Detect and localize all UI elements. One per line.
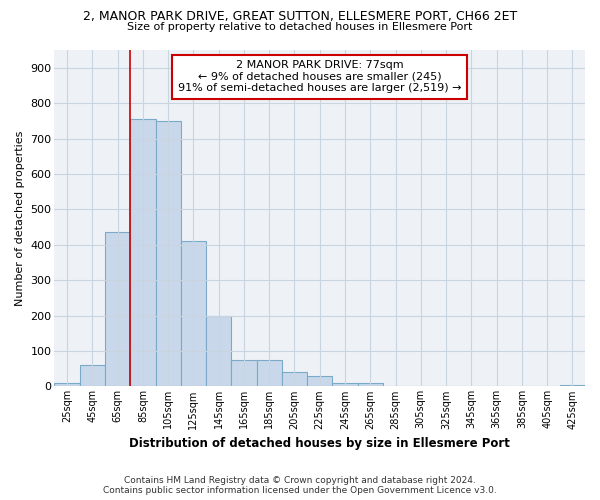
Bar [307, 376, 332, 386]
Bar [80, 365, 105, 386]
Text: 2, MANOR PARK DRIVE, GREAT SUTTON, ELLESMERE PORT, CH66 2ET: 2, MANOR PARK DRIVE, GREAT SUTTON, ELLES… [83, 10, 517, 23]
Text: Contains HM Land Registry data © Crown copyright and database right 2024.
Contai: Contains HM Land Registry data © Crown c… [103, 476, 497, 495]
Bar [181, 241, 206, 386]
Y-axis label: Number of detached properties: Number of detached properties [15, 130, 25, 306]
Bar [560, 384, 585, 386]
Bar [232, 360, 257, 386]
Bar [206, 316, 232, 386]
Bar [282, 372, 307, 386]
Text: Size of property relative to detached houses in Ellesmere Port: Size of property relative to detached ho… [127, 22, 473, 32]
Bar [257, 360, 282, 386]
Bar [105, 232, 130, 386]
Bar [130, 119, 155, 386]
Bar [155, 121, 181, 386]
X-axis label: Distribution of detached houses by size in Ellesmere Port: Distribution of detached houses by size … [129, 437, 510, 450]
Text: 2 MANOR PARK DRIVE: 77sqm
← 9% of detached houses are smaller (245)
91% of semi-: 2 MANOR PARK DRIVE: 77sqm ← 9% of detach… [178, 60, 461, 94]
Bar [358, 383, 383, 386]
Bar [332, 383, 358, 386]
Bar [55, 383, 80, 386]
